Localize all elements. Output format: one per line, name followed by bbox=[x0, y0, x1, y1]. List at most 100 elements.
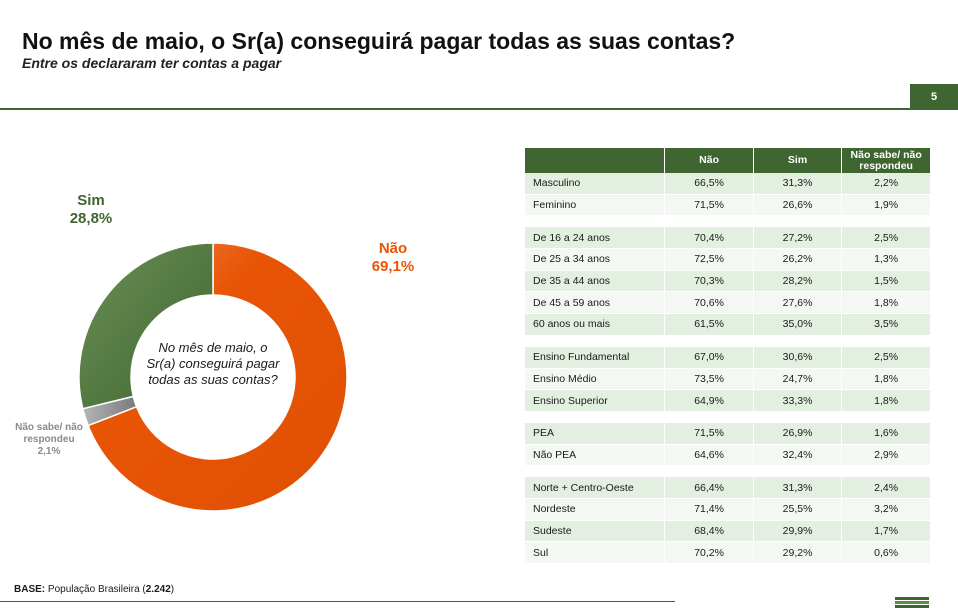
cell-sim: 31,3% bbox=[753, 477, 843, 499]
cell-nao: 71,4% bbox=[665, 498, 754, 521]
table-row: De 35 a 44 anos 70,3% 28,2% 1,5% bbox=[525, 270, 930, 293]
base-label: BASE: bbox=[14, 584, 46, 595]
table-row: Masculino 66,5% 31,3% 2,2% bbox=[525, 173, 930, 195]
page-subtitle: Entre os declararam ter contas a pagar bbox=[22, 55, 282, 71]
cell-nao: 64,9% bbox=[665, 390, 754, 412]
donut-center-text: No mês de maio, o Sr(a) conseguirá pagar… bbox=[146, 340, 280, 387]
row-label: De 16 a 24 anos bbox=[525, 227, 666, 250]
cell-sim: 25,5% bbox=[753, 498, 843, 521]
cell-nao: 70,4% bbox=[665, 227, 754, 250]
table-row: Não PEA 64,6% 32,4% 2,9% bbox=[525, 444, 930, 467]
footer-logo-mark bbox=[895, 597, 929, 608]
row-label: Feminino bbox=[525, 194, 666, 217]
cell-nao: 70,6% bbox=[665, 292, 754, 315]
cell-sim: 27,6% bbox=[753, 292, 843, 315]
base-close: ) bbox=[170, 584, 175, 595]
slice-label-nao-sabe-value: 2,1% bbox=[37, 446, 61, 457]
slice-label-nao-name: Não bbox=[378, 240, 408, 257]
cell-sim: 29,9% bbox=[753, 520, 843, 543]
table-row: Ensino Fundamental 67,0% 30,6% 2,5% bbox=[525, 346, 930, 369]
table-row: PEA 71,5% 26,9% 1,6% bbox=[525, 422, 930, 445]
group-spacer bbox=[525, 216, 930, 228]
table-row: Nordeste 71,4% 25,5% 3,2% bbox=[525, 498, 930, 521]
table-row: Ensino Superior 64,9% 33,3% 1,8% bbox=[525, 390, 930, 412]
table-row: Ensino Médio 73,5% 24,7% 1,8% bbox=[525, 368, 930, 391]
row-label: De 35 a 44 anos bbox=[525, 270, 666, 293]
base-text: População Brasileira ( bbox=[47, 584, 146, 595]
header-divider bbox=[0, 108, 910, 110]
table-row: De 16 a 24 anos 70,4% 27,2% 2,5% bbox=[525, 227, 930, 250]
cell-nao-sabe: 2,4% bbox=[842, 477, 930, 499]
header-cell-nao-sabe: Não sabe/ não respondeu bbox=[842, 148, 930, 173]
footer-divider bbox=[0, 601, 675, 602]
cell-nao: 64,6% bbox=[665, 444, 754, 467]
group-spacer-cell bbox=[525, 466, 930, 478]
slice-label-sim-value: 28,8% bbox=[69, 210, 113, 227]
slice-label-nao-sabe: Não sabe/ não respondeu 2,1% bbox=[4, 422, 94, 458]
cell-sim: 28,2% bbox=[753, 270, 843, 293]
base-n: 2.242 bbox=[145, 584, 171, 595]
cell-nao-sabe: 3,5% bbox=[842, 314, 930, 336]
cell-nao: 72,5% bbox=[665, 249, 754, 271]
cell-nao-sabe: 0,6% bbox=[842, 542, 930, 564]
group-spacer-cell bbox=[525, 411, 930, 423]
table-row: Norte + Centro-Oeste 66,4% 31,3% 2,4% bbox=[525, 477, 930, 499]
cell-nao: 71,5% bbox=[665, 422, 754, 445]
row-label: Nordeste bbox=[525, 498, 666, 521]
cell-nao-sabe: 1,8% bbox=[842, 390, 930, 412]
cell-nao: 71,5% bbox=[665, 194, 754, 217]
cell-nao: 66,4% bbox=[665, 477, 754, 499]
cell-sim: 35,0% bbox=[753, 314, 843, 336]
cell-nao-sabe: 1,6% bbox=[842, 422, 930, 445]
cell-sim: 32,4% bbox=[753, 444, 843, 467]
cell-nao-sabe: 1,7% bbox=[842, 520, 930, 543]
cell-nao-sabe: 2,9% bbox=[842, 444, 930, 467]
row-label: Ensino Superior bbox=[525, 390, 666, 412]
donut-slice-sim bbox=[78, 242, 214, 410]
table-row: Sul 70,2% 29,2% 0,6% bbox=[525, 542, 930, 564]
cell-sim: 24,7% bbox=[753, 368, 843, 391]
page-number: 5 bbox=[910, 84, 958, 110]
row-label: De 25 a 34 anos bbox=[525, 249, 666, 271]
cell-nao-sabe: 1,3% bbox=[842, 249, 930, 271]
cell-nao: 68,4% bbox=[665, 520, 754, 543]
row-label: PEA bbox=[525, 422, 666, 445]
row-label: Sul bbox=[525, 542, 666, 564]
cell-sim: 31,3% bbox=[753, 173, 843, 195]
base-note: BASE: População Brasileira (2.242) bbox=[14, 584, 174, 595]
cell-sim: 30,6% bbox=[753, 346, 843, 369]
header-cell-sim: Sim bbox=[753, 148, 843, 173]
cell-nao-sabe: 3,2% bbox=[842, 498, 930, 521]
page-title: No mês de maio, o Sr(a) conseguirá pagar… bbox=[22, 28, 736, 54]
cell-nao-sabe: 2,5% bbox=[842, 227, 930, 250]
slice-label-sim: Sim 28,8% bbox=[62, 192, 120, 228]
cell-nao-sabe: 1,8% bbox=[842, 368, 930, 391]
row-label: Não PEA bbox=[525, 444, 666, 467]
cell-sim: 26,6% bbox=[753, 194, 843, 217]
table-row: Feminino 71,5% 26,6% 1,9% bbox=[525, 194, 930, 217]
cell-sim: 33,3% bbox=[753, 390, 843, 412]
table-row: De 25 a 34 anos 72,5% 26,2% 1,3% bbox=[525, 249, 930, 271]
header-cell-category bbox=[525, 148, 666, 173]
group-spacer-cell bbox=[525, 335, 930, 347]
row-label: Ensino Médio bbox=[525, 368, 666, 391]
cell-nao: 73,5% bbox=[665, 368, 754, 391]
header-cell-nao: Não bbox=[665, 148, 754, 173]
cell-nao-sabe: 1,5% bbox=[842, 270, 930, 293]
slice-label-sim-name: Sim bbox=[77, 192, 105, 209]
table-row: 60 anos ou mais 61,5% 35,0% 3,5% bbox=[525, 314, 930, 336]
row-label: Masculino bbox=[525, 173, 666, 195]
cell-nao-sabe: 2,2% bbox=[842, 173, 930, 195]
row-label: Norte + Centro-Oeste bbox=[525, 477, 666, 499]
row-label: Ensino Fundamental bbox=[525, 346, 666, 369]
group-spacer-cell bbox=[525, 216, 930, 228]
slice-label-nao-value: 69,1% bbox=[371, 258, 415, 275]
donut-chart bbox=[78, 242, 348, 512]
cell-sim: 29,2% bbox=[753, 542, 843, 564]
table-header-row: Não Sim Não sabe/ não respondeu bbox=[525, 148, 930, 173]
group-spacer bbox=[525, 466, 930, 478]
cell-nao: 70,2% bbox=[665, 542, 754, 564]
cell-nao: 67,0% bbox=[665, 346, 754, 369]
cell-sim: 27,2% bbox=[753, 227, 843, 250]
slice-label-nao: Não 69,1% bbox=[358, 240, 428, 276]
